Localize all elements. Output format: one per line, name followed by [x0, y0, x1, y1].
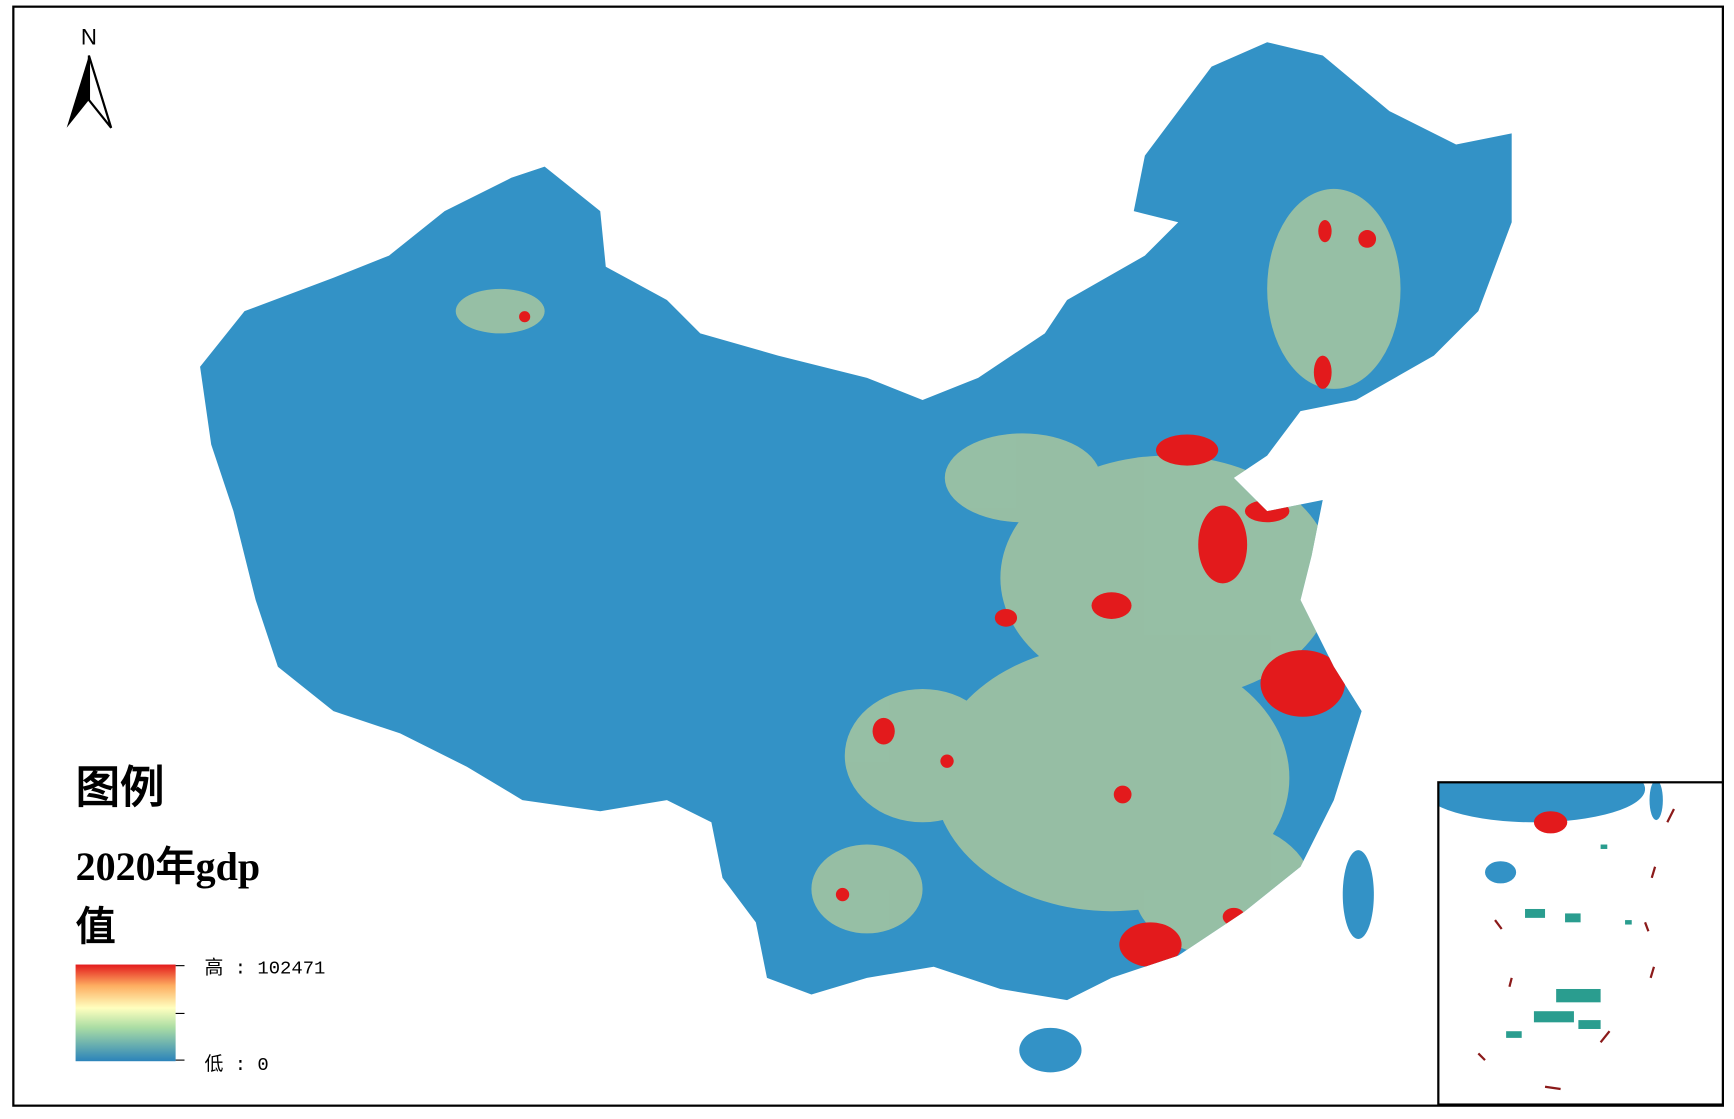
inset-map [1437, 781, 1724, 1106]
legend-high: 高 : 102471 [205, 956, 326, 979]
legend: 图例 2020年gdp 值 高 : 102471 低 : 0 [75, 762, 326, 1076]
heat-areas [455, 188, 1401, 967]
taiwan [1342, 850, 1374, 939]
legend-title: 图例 [76, 762, 165, 812]
china-map [200, 42, 1512, 1073]
legend-colorbar [75, 964, 176, 1062]
legend-field: 2020年gdp [76, 844, 261, 889]
legend-low: 低 : 0 [205, 1053, 269, 1076]
north-arrow: N [66, 24, 113, 129]
north-label: N [81, 24, 97, 49]
hainan [1019, 1027, 1082, 1073]
legend-field: 值 [76, 904, 116, 949]
